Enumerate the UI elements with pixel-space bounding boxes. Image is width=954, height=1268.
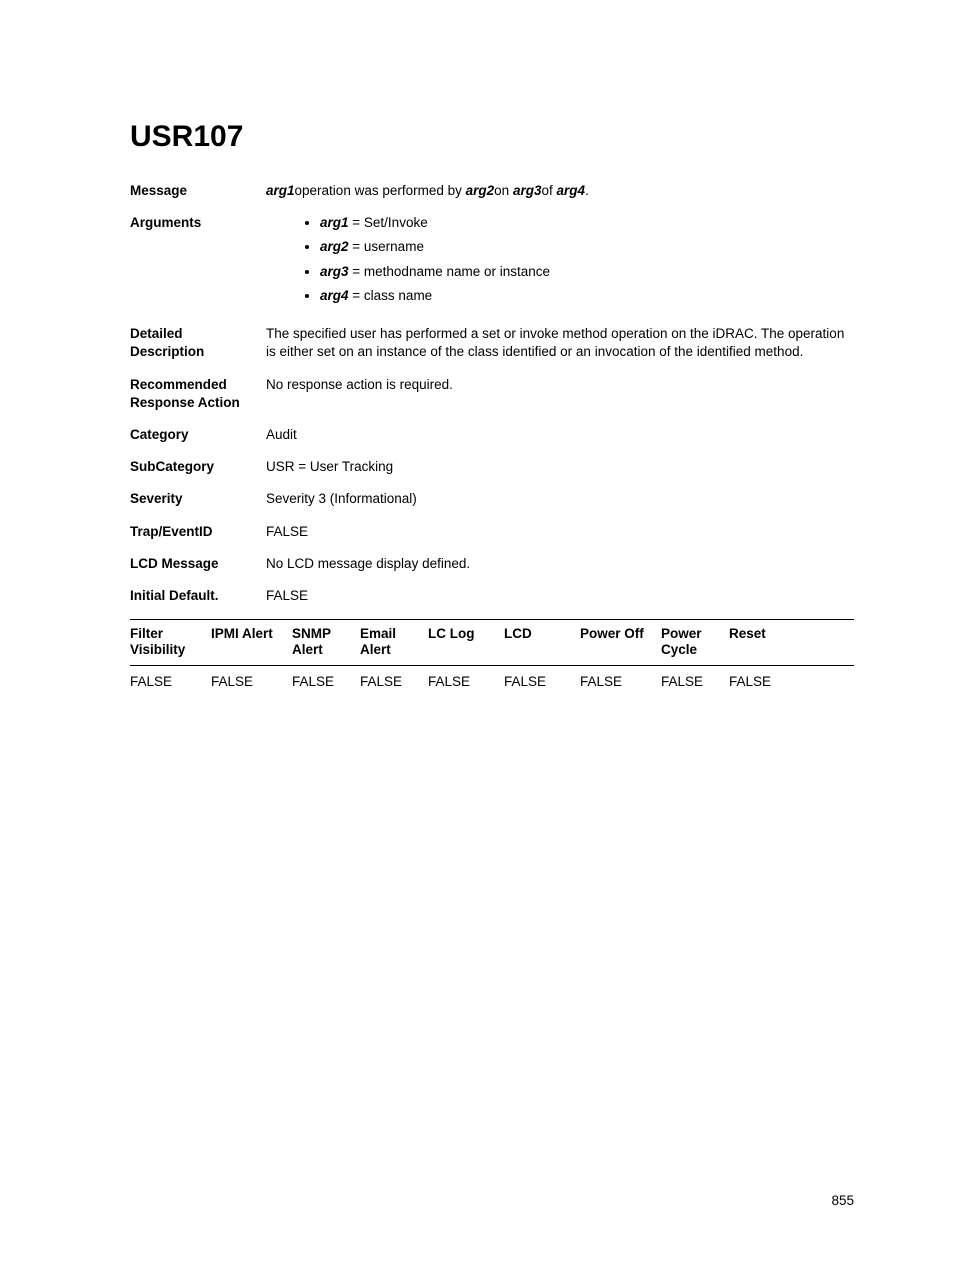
subcategory-label: SubCategory	[130, 458, 266, 476]
detailed-row: Detailed Description The specified user …	[130, 325, 854, 361]
action-table: Filter Visibility IPMI Alert SNMP Alert …	[130, 619, 854, 690]
arg-name: arg2	[320, 239, 349, 254]
arg-desc: = methodname name or instance	[349, 264, 551, 279]
msg-mid2: on	[494, 183, 509, 198]
msg-mid3: of	[542, 183, 553, 198]
arg1-text: arg1	[266, 183, 295, 198]
arguments-list: arg1 = Set/Invoke arg2 = username arg3 =…	[266, 214, 854, 305]
table-cell: FALSE	[360, 674, 428, 690]
col-header: LC Log	[428, 626, 504, 658]
arg4-text: arg4	[557, 183, 586, 198]
table-cell: FALSE	[729, 674, 795, 690]
argument-item: arg2 = username	[320, 238, 854, 256]
arg-name: arg3	[320, 264, 349, 279]
col-header: SNMP Alert	[292, 626, 360, 658]
page-number: 855	[831, 1193, 854, 1208]
col-header: Power Cycle	[661, 626, 729, 658]
initial-row: Initial Default. FALSE	[130, 587, 854, 605]
argument-item: arg4 = class name	[320, 287, 854, 305]
arg-name: arg1	[320, 215, 349, 230]
document-page: USR107 Message arg1operation was perform…	[0, 0, 954, 690]
category-value: Audit	[266, 426, 854, 444]
table-cell: FALSE	[580, 674, 661, 690]
trap-row: Trap/EventID FALSE	[130, 523, 854, 541]
table-cell: FALSE	[428, 674, 504, 690]
argument-item: arg3 = methodname name or instance	[320, 263, 854, 281]
arg-name: arg4	[320, 288, 349, 303]
arguments-row: Arguments arg1 = Set/Invoke arg2 = usern…	[130, 214, 854, 311]
recommended-row: Recommended Response Action No response …	[130, 376, 854, 412]
table-cell: FALSE	[292, 674, 360, 690]
recommended-value: No response action is required.	[266, 376, 854, 412]
table-header-row: Filter Visibility IPMI Alert SNMP Alert …	[130, 619, 854, 665]
message-value: arg1operation was performed by arg2on ar…	[266, 182, 854, 200]
trap-value: FALSE	[266, 523, 854, 541]
col-header: IPMI Alert	[211, 626, 292, 658]
arg-desc: = Set/Invoke	[349, 215, 428, 230]
detailed-label: Detailed Description	[130, 325, 266, 361]
table-cell: FALSE	[661, 674, 729, 690]
page-title: USR107	[130, 120, 854, 154]
table-cell: FALSE	[211, 674, 292, 690]
initial-label: Initial Default.	[130, 587, 266, 605]
arg2-text: arg2	[466, 183, 495, 198]
table-data-row: FALSE FALSE FALSE FALSE FALSE FALSE FALS…	[130, 666, 854, 690]
severity-label: Severity	[130, 490, 266, 508]
col-header: Power Off	[580, 626, 661, 658]
detailed-value: The specified user has performed a set o…	[266, 325, 854, 361]
msg-mid1: operation was performed by	[295, 183, 462, 198]
arg3-text: arg3	[513, 183, 542, 198]
initial-value: FALSE	[266, 587, 854, 605]
severity-row: Severity Severity 3 (Informational)	[130, 490, 854, 508]
col-header: Filter Visibility	[130, 626, 211, 658]
lcd-value: No LCD message display defined.	[266, 555, 854, 573]
subcategory-row: SubCategory USR = User Tracking	[130, 458, 854, 476]
message-label: Message	[130, 182, 266, 200]
col-header: LCD	[504, 626, 580, 658]
category-row: Category Audit	[130, 426, 854, 444]
arg-desc: = class name	[349, 288, 433, 303]
recommended-label: Recommended Response Action	[130, 376, 266, 412]
arguments-label: Arguments	[130, 214, 266, 311]
subcategory-value: USR = User Tracking	[266, 458, 854, 476]
col-header: Email Alert	[360, 626, 428, 658]
arg-desc: = username	[349, 239, 424, 254]
trap-label: Trap/EventID	[130, 523, 266, 541]
col-header: Reset	[729, 626, 795, 658]
lcd-label: LCD Message	[130, 555, 266, 573]
lcd-row: LCD Message No LCD message display defin…	[130, 555, 854, 573]
category-label: Category	[130, 426, 266, 444]
table-cell: FALSE	[130, 674, 211, 690]
arguments-value: arg1 = Set/Invoke arg2 = username arg3 =…	[266, 214, 854, 311]
argument-item: arg1 = Set/Invoke	[320, 214, 854, 232]
table-cell: FALSE	[504, 674, 580, 690]
message-row: Message arg1operation was performed by a…	[130, 182, 854, 200]
severity-value: Severity 3 (Informational)	[266, 490, 854, 508]
msg-end: .	[585, 183, 589, 198]
